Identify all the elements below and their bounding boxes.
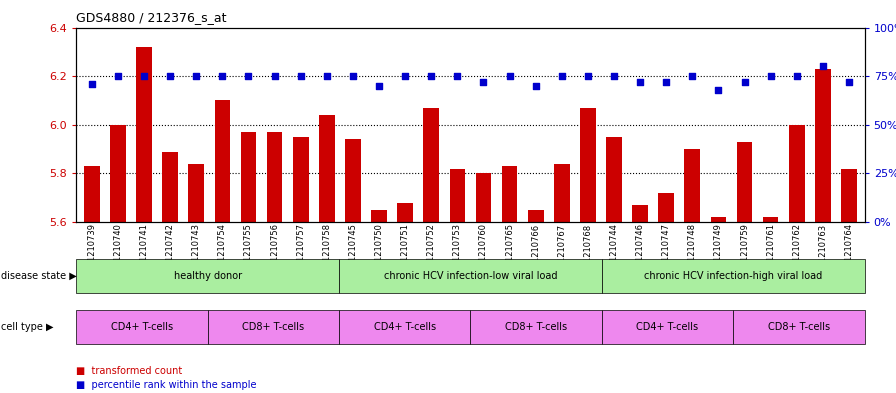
Bar — [84, 166, 99, 222]
Point — [137, 73, 151, 79]
Point — [215, 73, 229, 79]
Bar — [110, 125, 125, 222]
Bar — [450, 169, 465, 222]
Bar — [737, 142, 753, 222]
Bar — [633, 205, 648, 222]
Bar — [502, 166, 517, 222]
Text: disease state ▶: disease state ▶ — [1, 271, 77, 281]
Point — [711, 86, 726, 93]
Bar — [162, 152, 178, 222]
Point — [267, 73, 281, 79]
Point — [503, 73, 517, 79]
Bar — [528, 210, 544, 222]
Bar — [711, 217, 727, 222]
Bar — [319, 115, 334, 222]
Text: CD4+ T-cells: CD4+ T-cells — [636, 322, 699, 332]
Bar — [371, 210, 387, 222]
Point — [607, 73, 621, 79]
Point — [789, 73, 804, 79]
Bar — [762, 217, 779, 222]
Bar — [214, 101, 230, 222]
Text: cell type ▶: cell type ▶ — [1, 322, 54, 332]
Bar — [267, 132, 282, 222]
Point — [763, 73, 778, 79]
Point — [241, 73, 255, 79]
Text: healthy donor: healthy donor — [174, 271, 242, 281]
Bar — [241, 132, 256, 222]
Point — [842, 79, 857, 85]
Point — [685, 73, 700, 79]
Point — [633, 79, 647, 85]
Point — [163, 73, 177, 79]
Point — [581, 73, 595, 79]
Point — [111, 73, 125, 79]
Bar — [345, 140, 361, 222]
Point — [320, 73, 334, 79]
Bar — [815, 69, 831, 222]
Bar — [397, 203, 413, 222]
Point — [555, 73, 569, 79]
Point — [737, 79, 752, 85]
Bar — [424, 108, 439, 222]
Point — [659, 79, 674, 85]
Point — [529, 83, 543, 89]
Text: CD4+ T-cells: CD4+ T-cells — [374, 322, 435, 332]
Text: CD4+ T-cells: CD4+ T-cells — [111, 322, 173, 332]
Text: CD8+ T-cells: CD8+ T-cells — [242, 322, 305, 332]
Point — [477, 79, 491, 85]
Point — [815, 63, 830, 70]
Point — [346, 73, 360, 79]
Point — [398, 73, 412, 79]
Bar — [788, 125, 805, 222]
Text: CD8+ T-cells: CD8+ T-cells — [768, 322, 830, 332]
Bar — [293, 137, 308, 222]
Bar — [841, 169, 857, 222]
Bar — [136, 47, 152, 222]
Bar — [685, 149, 700, 222]
Bar — [476, 173, 491, 222]
Bar — [659, 193, 674, 222]
Text: ■  transformed count: ■ transformed count — [76, 366, 183, 376]
Bar — [580, 108, 596, 222]
Bar — [554, 164, 570, 222]
Bar — [188, 164, 204, 222]
Text: chronic HCV infection-high viral load: chronic HCV infection-high viral load — [644, 271, 823, 281]
Text: chronic HCV infection-low viral load: chronic HCV infection-low viral load — [383, 271, 557, 281]
Point — [84, 81, 99, 87]
Point — [450, 73, 464, 79]
Text: CD8+ T-cells: CD8+ T-cells — [505, 322, 567, 332]
Point — [424, 73, 438, 79]
Text: GDS4880 / 212376_s_at: GDS4880 / 212376_s_at — [76, 11, 227, 24]
Text: ■  percentile rank within the sample: ■ percentile rank within the sample — [76, 380, 256, 390]
Point — [372, 83, 386, 89]
Point — [189, 73, 203, 79]
Bar — [607, 137, 622, 222]
Point — [294, 73, 308, 79]
